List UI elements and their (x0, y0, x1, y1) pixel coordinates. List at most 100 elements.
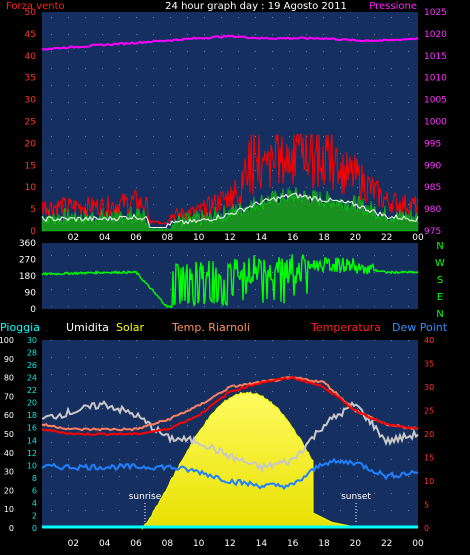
temperature-tick-label: 20 (424, 430, 434, 439)
rain-tick-label: 12 (27, 449, 37, 458)
humidity-tick-label: 30 (4, 468, 14, 477)
rain-tick-label: 30 (27, 336, 37, 345)
direction-tick-label: 180 (19, 272, 36, 282)
pressure-tick-label: 985 (424, 183, 441, 193)
compass-e: E (437, 292, 443, 303)
temperature-tick-label: 30 (424, 383, 434, 392)
pressure-tick-label: 980 (424, 205, 441, 215)
rain-tick-label: 14 (27, 436, 37, 445)
legend-dewpoint: Dew Point (392, 321, 448, 334)
bottom-x-tick-label: 00 (412, 539, 424, 549)
pressure-axis-label: Pressione (369, 1, 417, 12)
top-x-tick-label: 08 (162, 233, 174, 243)
rain-tick-label: 0 (32, 524, 37, 533)
wind-tick-label: 10 (25, 183, 37, 193)
wind-tick-label: 25 (25, 118, 36, 128)
rain-tick-label: 10 (27, 461, 37, 470)
top-x-tick-label: 22 (381, 233, 392, 243)
pressure-tick-label: 995 (424, 139, 441, 149)
wind-tick-label: 0 (30, 227, 36, 237)
humidity-tick-label: 10 (4, 505, 14, 514)
top-x-tick-label: 12 (224, 233, 235, 243)
rain-tick-label: 4 (32, 499, 37, 508)
compass-n-top: N (436, 241, 443, 252)
legend-temperature: Temperatura (310, 321, 381, 334)
feels-like-line (41, 375, 419, 432)
humidity-tick-label: 80 (4, 374, 14, 383)
top-x-tick-label: 02 (68, 233, 79, 243)
rain-tick-label: 16 (27, 424, 37, 433)
solar-area (141, 391, 356, 531)
wind-tick-label: 15 (25, 161, 36, 171)
top-x-tick-label: 14 (256, 233, 268, 243)
temperature-tick-label: 0 (424, 524, 429, 533)
temperature-line (41, 376, 419, 436)
humidity-tick-label: 60 (4, 411, 14, 420)
wind-axis-label: Forza vento (6, 1, 65, 12)
legend-humidity: Umidita (66, 321, 109, 334)
rain-tick-label: 22 (27, 386, 37, 395)
wind-tick-label: 35 (25, 74, 36, 84)
pressure-tick-label: 1025 (424, 8, 447, 18)
bottom-x-tick-label: 02 (68, 539, 79, 549)
top-x-tick-label: 18 (318, 233, 330, 243)
rain-tick-label: 2 (32, 511, 37, 520)
wind-tick-label: 5 (30, 205, 36, 215)
chart-marks: 0510152025303540455097598098599099510001… (0, 8, 447, 549)
mid-grid (42, 243, 418, 309)
wind-average-line (41, 192, 419, 228)
temperature-tick-label: 10 (424, 477, 434, 486)
humidity-tick-label: 40 (4, 449, 14, 458)
direction-tick-label: 360 (19, 239, 36, 249)
wind-tick-label: 20 (25, 139, 37, 149)
temperature-tick-label: 25 (424, 407, 434, 416)
bottom-x-tick-label: 22 (381, 539, 392, 549)
sunrise-label: sunrise (129, 492, 162, 502)
pressure-tick-label: 1005 (424, 96, 447, 106)
top-x-tick-label: 00 (412, 233, 424, 243)
bottom-x-tick-label: 06 (130, 539, 142, 549)
sunset-label: sunset (341, 492, 371, 502)
rain-tick-label: 6 (32, 486, 37, 495)
humidity-tick-label: 50 (4, 430, 14, 439)
temperature-tick-label: 40 (424, 336, 434, 345)
pressure-line (41, 34, 419, 51)
legend-solar: Solar (116, 321, 145, 334)
direction-tick-label: 0 (30, 305, 36, 315)
humidity-tick-label: 70 (4, 392, 14, 401)
rain-tick-label: 18 (27, 411, 37, 420)
bottom-x-tick-label: 16 (287, 539, 299, 549)
temperature-tick-label: 15 (424, 454, 434, 463)
bottom-x-tick-label: 14 (256, 539, 268, 549)
pressure-tick-label: 1015 (424, 52, 447, 62)
rain-tick-label: 24 (27, 374, 37, 383)
top-x-tick-label: 20 (350, 233, 362, 243)
humidity-tick-label: 0 (9, 524, 14, 533)
graph-title: 24 hour graph day : 19 Agosto 2011 (165, 1, 347, 12)
temperature-tick-label: 35 (424, 360, 434, 369)
wind-direction-line (41, 254, 419, 309)
direction-tick-label: 270 (19, 256, 36, 266)
wind-tick-label: 30 (25, 96, 37, 106)
bottom-x-tick-label: 08 (162, 539, 174, 549)
rain-tick-label: 28 (27, 349, 37, 358)
temperature-tick-label: 5 (424, 501, 429, 510)
bottom-x-tick-label: 04 (99, 539, 111, 549)
pressure-tick-label: 1000 (424, 118, 447, 128)
compass-s: S (437, 275, 443, 286)
top-x-tick-label: 10 (193, 233, 205, 243)
humidity-tick-label: 100 (0, 336, 14, 345)
humidity-line (41, 400, 419, 474)
pressure-tick-label: 975 (424, 227, 441, 237)
pressure-tick-label: 1010 (424, 74, 447, 84)
legend-rain: Pioggia (0, 321, 40, 334)
rain-tick-label: 20 (27, 399, 37, 408)
rain-tick-label: 26 (27, 361, 37, 370)
humidity-tick-label: 20 (4, 486, 14, 495)
bottom-x-tick-label: 10 (193, 539, 205, 549)
direction-tick-label: 90 (25, 289, 37, 299)
bottom-x-tick-label: 18 (318, 539, 330, 549)
compass-n-bottom: N (436, 309, 443, 320)
